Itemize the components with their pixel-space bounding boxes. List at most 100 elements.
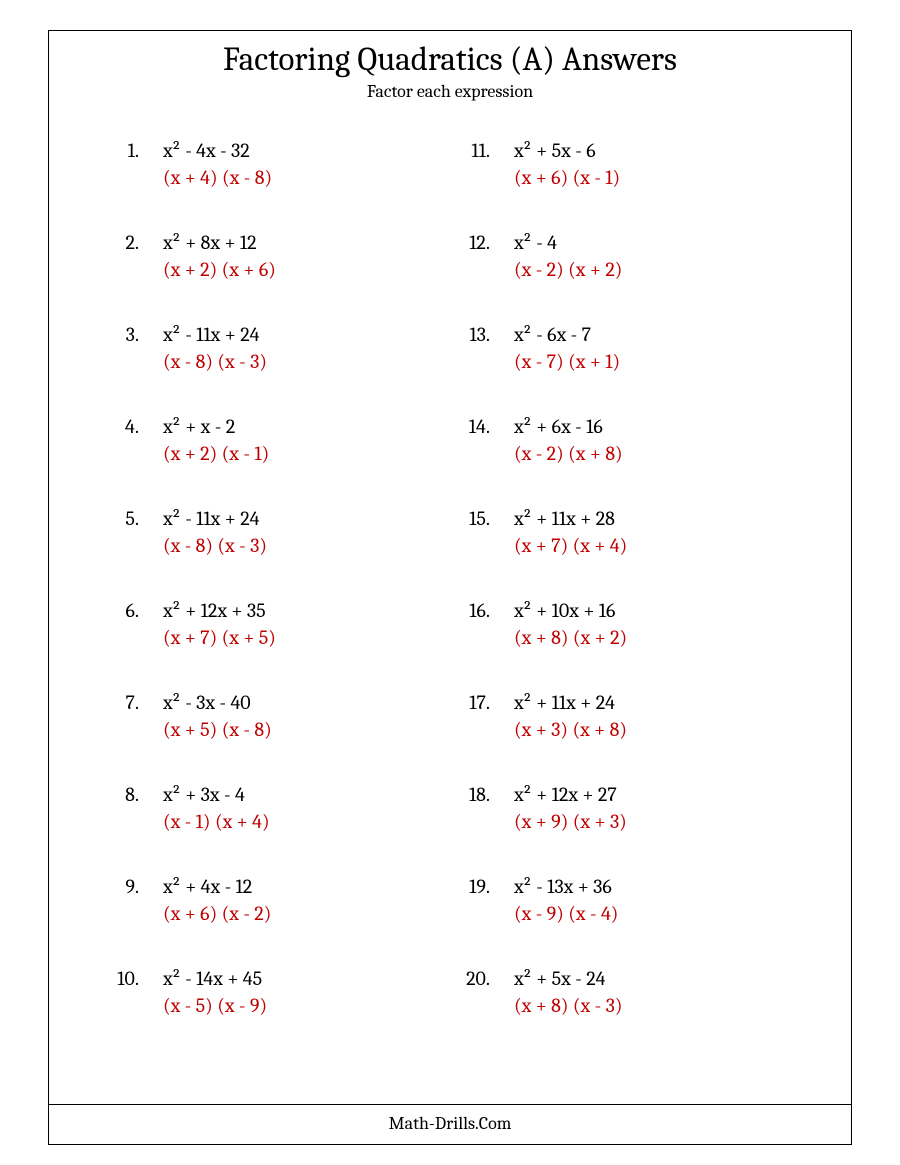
problem-content: x² - 13x + 36(x - 9) (x - 4) xyxy=(514,873,618,927)
problem-answer: (x - 8) (x - 3) xyxy=(163,532,267,559)
problem-item: 2.x² + 8x + 12(x + 2) (x + 6) xyxy=(109,229,460,283)
problem-expression: x² + 12x + 27 xyxy=(514,781,627,808)
problem-expression: x² - 14x + 45 xyxy=(163,965,267,992)
problem-answer: (x + 8) (x - 3) xyxy=(514,992,622,1019)
problem-expression: x² - 4 xyxy=(514,229,622,256)
problem-item: 10.x² - 14x + 45(x - 5) (x - 9) xyxy=(109,965,460,1019)
problem-content: x² - 14x + 45(x - 5) (x - 9) xyxy=(163,965,267,1019)
page-title: Factoring Quadratics (A) Answers xyxy=(49,41,851,79)
problem-expression: x² + 12x + 35 xyxy=(163,597,276,624)
problem-expression: x² - 3x - 40 xyxy=(163,689,272,716)
problem-number: 19. xyxy=(460,873,514,927)
problem-content: x² - 11x + 24(x - 8) (x - 3) xyxy=(163,505,267,559)
problem-number: 8. xyxy=(109,781,163,835)
problem-expression: x² - 11x + 24 xyxy=(163,321,267,348)
problem-expression: x² - 4x - 32 xyxy=(163,137,272,164)
problem-item: 14.x² + 6x - 16(x - 2) (x + 8) xyxy=(460,413,811,467)
problem-item: 11.x² + 5x - 6(x + 6) (x - 1) xyxy=(460,137,811,191)
problem-content: x² - 6x - 7(x - 7) (x + 1) xyxy=(514,321,620,375)
problem-content: x² + 11x + 24(x + 3) (x + 8) xyxy=(514,689,627,743)
problem-answer: (x - 2) (x + 2) xyxy=(514,256,622,283)
problem-item: 1.x² - 4x - 32(x + 4) (x - 8) xyxy=(109,137,460,191)
problem-expression: x² + 11x + 24 xyxy=(514,689,627,716)
problem-content: x² - 11x + 24(x - 8) (x - 3) xyxy=(163,321,267,375)
problem-item: 15.x² + 11x + 28(x + 7) (x + 4) xyxy=(460,505,811,559)
problem-number: 15. xyxy=(460,505,514,559)
problem-number: 12. xyxy=(460,229,514,283)
problem-content: x² + 6x - 16(x - 2) (x + 8) xyxy=(514,413,623,467)
problem-item: 18.x² + 12x + 27(x + 9) (x + 3) xyxy=(460,781,811,835)
problem-answer: (x + 7) (x + 5) xyxy=(163,624,276,651)
problem-answer: (x + 6) (x - 2) xyxy=(163,900,271,927)
problem-expression: x² - 11x + 24 xyxy=(163,505,267,532)
problem-expression: x² + 4x - 12 xyxy=(163,873,271,900)
problem-number: 5. xyxy=(109,505,163,559)
problem-expression: x² - 6x - 7 xyxy=(514,321,620,348)
problem-item: 5.x² - 11x + 24(x - 8) (x - 3) xyxy=(109,505,460,559)
problem-item: 8.x² + 3x - 4(x - 1) (x + 4) xyxy=(109,781,460,835)
problem-answer: (x - 2) (x + 8) xyxy=(514,440,623,467)
problem-item: 16.x² + 10x + 16(x + 8) (x + 2) xyxy=(460,597,811,651)
problem-answer: (x + 8) (x + 2) xyxy=(514,624,627,651)
problem-number: 2. xyxy=(109,229,163,283)
problem-number: 14. xyxy=(460,413,514,467)
problem-content: x² + 12x + 27(x + 9) (x + 3) xyxy=(514,781,627,835)
page-subtitle: Factor each expression xyxy=(49,81,851,102)
problem-answer: (x + 4) (x - 8) xyxy=(163,164,272,191)
problem-expression: x² + 6x - 16 xyxy=(514,413,623,440)
problem-answer: (x + 6) (x - 1) xyxy=(514,164,620,191)
problem-number: 20. xyxy=(460,965,514,1019)
problem-item: 12.x² - 4(x - 2) (x + 2) xyxy=(460,229,811,283)
problem-answer: (x - 9) (x - 4) xyxy=(514,900,618,927)
problem-content: x² + 10x + 16(x + 8) (x + 2) xyxy=(514,597,627,651)
problem-number: 10. xyxy=(109,965,163,1019)
problem-number: 6. xyxy=(109,597,163,651)
problem-content: x² - 4x - 32(x + 4) (x - 8) xyxy=(163,137,272,191)
problems-column-left: 1.x² - 4x - 32(x + 4) (x - 8)2.x² + 8x +… xyxy=(109,137,460,1104)
worksheet-frame: Factoring Quadratics (A) Answers Factor … xyxy=(48,30,852,1145)
problem-expression: x² + 10x + 16 xyxy=(514,597,627,624)
problem-content: x² + 12x + 35(x + 7) (x + 5) xyxy=(163,597,276,651)
problem-answer: (x + 9) (x + 3) xyxy=(514,808,627,835)
problem-number: 16. xyxy=(460,597,514,651)
problem-content: x² + x - 2(x + 2) (x - 1) xyxy=(163,413,269,467)
problem-number: 9. xyxy=(109,873,163,927)
problem-answer: (x + 7) (x + 4) xyxy=(514,532,627,559)
problem-expression: x² + 11x + 28 xyxy=(514,505,627,532)
page-footer: Math-Drills.Com xyxy=(49,1104,851,1144)
problem-content: x² - 4(x - 2) (x + 2) xyxy=(514,229,622,283)
problem-answer: (x - 8) (x - 3) xyxy=(163,348,267,375)
problem-expression: x² + x - 2 xyxy=(163,413,269,440)
problem-answer: (x + 2) (x - 1) xyxy=(163,440,269,467)
problem-content: x² + 4x - 12(x + 6) (x - 2) xyxy=(163,873,271,927)
problems-area: 1.x² - 4x - 32(x + 4) (x - 8)2.x² + 8x +… xyxy=(49,137,851,1104)
problem-number: 13. xyxy=(460,321,514,375)
problem-answer: (x + 5) (x - 8) xyxy=(163,716,272,743)
problem-expression: x² + 8x + 12 xyxy=(163,229,276,256)
problem-answer: (x - 5) (x - 9) xyxy=(163,992,267,1019)
problem-number: 7. xyxy=(109,689,163,743)
problem-number: 3. xyxy=(109,321,163,375)
problem-item: 4.x² + x - 2(x + 2) (x - 1) xyxy=(109,413,460,467)
problem-expression: x² - 13x + 36 xyxy=(514,873,618,900)
problem-expression: x² + 3x - 4 xyxy=(163,781,270,808)
problem-number: 1. xyxy=(109,137,163,191)
problem-number: 17. xyxy=(460,689,514,743)
problem-expression: x² + 5x - 24 xyxy=(514,965,622,992)
problem-content: x² + 5x - 6(x + 6) (x - 1) xyxy=(514,137,620,191)
problem-content: x² + 3x - 4(x - 1) (x + 4) xyxy=(163,781,270,835)
problem-number: 11. xyxy=(460,137,514,191)
problem-number: 18. xyxy=(460,781,514,835)
problem-content: x² + 5x - 24(x + 8) (x - 3) xyxy=(514,965,622,1019)
problem-number: 4. xyxy=(109,413,163,467)
problem-item: 19.x² - 13x + 36(x - 9) (x - 4) xyxy=(460,873,811,927)
problem-answer: (x + 2) (x + 6) xyxy=(163,256,276,283)
problem-item: 3.x² - 11x + 24(x - 8) (x - 3) xyxy=(109,321,460,375)
problem-item: 9.x² + 4x - 12(x + 6) (x - 2) xyxy=(109,873,460,927)
problem-item: 13.x² - 6x - 7(x - 7) (x + 1) xyxy=(460,321,811,375)
problem-expression: x² + 5x - 6 xyxy=(514,137,620,164)
problem-content: x² - 3x - 40(x + 5) (x - 8) xyxy=(163,689,272,743)
problems-column-right: 11.x² + 5x - 6(x + 6) (x - 1)12.x² - 4(x… xyxy=(460,137,811,1104)
problem-answer: (x - 1) (x + 4) xyxy=(163,808,270,835)
problem-answer: (x - 7) (x + 1) xyxy=(514,348,620,375)
